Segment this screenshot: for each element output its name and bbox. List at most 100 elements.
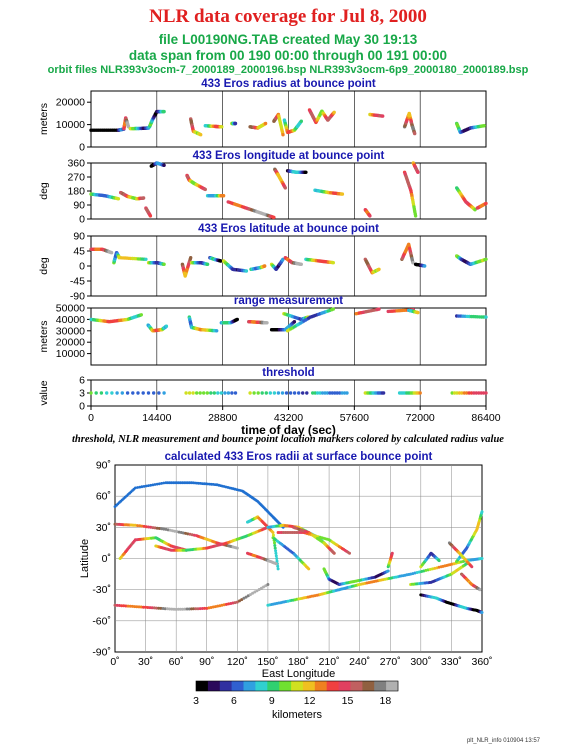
- map-track-marker: [176, 607, 180, 611]
- map-track-marker: [134, 486, 137, 490]
- y-tick-label: 270: [67, 172, 85, 184]
- range-panel-marker: [215, 329, 219, 333]
- colorbar-label: kilometers: [272, 709, 323, 721]
- map-track-marker: [136, 524, 140, 528]
- longitude-panel-marker: [116, 197, 121, 201]
- threshold-panel-marker: [338, 391, 342, 395]
- map-track-marker: [183, 607, 187, 611]
- map-x-tick-label: 210˚: [319, 656, 340, 668]
- colorbar-swatch: [386, 681, 399, 691]
- map-track-marker: [147, 484, 150, 487]
- threshold-panel-marker: [477, 391, 481, 395]
- map-track-marker: [274, 549, 278, 553]
- threshold-panel-marker: [105, 391, 109, 395]
- map-track-marker: [155, 526, 159, 530]
- threshold-panel-marker: [94, 391, 98, 395]
- map-track-marker: [276, 567, 280, 571]
- threshold-panel-marker: [226, 391, 231, 395]
- longitude-panel-marker: [340, 192, 345, 196]
- map-track-marker: [437, 559, 441, 563]
- map-y-tick-label: -60˚: [92, 615, 111, 627]
- threshold-panel-marker: [230, 391, 234, 395]
- x-tick-label: 57600: [340, 412, 369, 424]
- longitude-panel-marker: [203, 187, 207, 192]
- threshold-panel-marker: [301, 391, 305, 395]
- threshold-panel-marker: [465, 391, 469, 395]
- threshold-panel-marker: [333, 391, 337, 395]
- colorbar-swatch: [219, 681, 233, 691]
- map-track-marker: [141, 605, 145, 609]
- map-track-marker: [146, 606, 150, 609]
- map-track-marker: [162, 481, 166, 485]
- colorbar-swatch: [243, 681, 256, 691]
- colorbar-swatch: [302, 681, 316, 691]
- threshold-panel-marker: [460, 391, 464, 395]
- map-track-marker: [157, 606, 161, 610]
- colorbar-tick-label: 18: [380, 695, 392, 707]
- threshold-panel-marker: [479, 391, 483, 395]
- map-track-marker: [163, 607, 167, 611]
- y-tick-label: 20000: [56, 97, 85, 109]
- map-track-marker: [139, 605, 143, 609]
- map-track-marker: [470, 565, 474, 569]
- colorbar-swatch: [362, 681, 375, 691]
- threshold-panel-marker: [323, 391, 327, 395]
- map-track-marker: [142, 485, 146, 488]
- map-x-tick-label: 270˚: [380, 656, 401, 668]
- map-track-marker: [257, 588, 261, 591]
- threshold-panel-title: threshold: [262, 367, 314, 379]
- x-tick-label: 14400: [142, 412, 171, 424]
- x-tick-label: 72000: [406, 412, 435, 424]
- map-track-marker: [198, 607, 202, 611]
- threshold-panel-marker: [292, 391, 297, 395]
- y-tick-label: -90: [70, 291, 85, 303]
- radius-panel: 433 Eros radius at bounce point 0 10000 200…: [38, 78, 487, 154]
- threshold-panel-marker: [335, 391, 339, 395]
- y-tick-label: 0: [79, 401, 85, 413]
- latitude-panel-marker: [162, 262, 166, 266]
- map-track-marker: [144, 484, 148, 488]
- threshold-panel-marker: [202, 391, 206, 395]
- map-x-tick-label: 240˚: [349, 656, 370, 668]
- range-panel-marker: [484, 315, 488, 319]
- colorbar-swatch: [279, 681, 292, 691]
- threshold-panel-marker: [248, 391, 252, 395]
- map-track-marker: [144, 605, 148, 609]
- radius-panel-marker: [299, 119, 303, 123]
- map-track-marker: [248, 593, 252, 597]
- colorbar-swatch: [291, 681, 304, 691]
- map-track-marker: [179, 607, 182, 611]
- map-x-tick-label: 180˚: [288, 656, 309, 668]
- longitude-panel-marker: [148, 214, 153, 218]
- threshold-panel-marker: [191, 391, 195, 395]
- file-info: file L00190NG.TAB created May 30 19:13: [158, 32, 418, 47]
- range-panel-marker: [292, 320, 297, 324]
- map-track-marker: [147, 525, 150, 529]
- threshold-panel-marker: [418, 391, 422, 395]
- threshold-panel-marker: [157, 391, 161, 395]
- map-x-tick-label: 0˚: [110, 656, 119, 668]
- threshold-panel-marker: [340, 391, 344, 395]
- radius-panel-marker: [162, 109, 166, 114]
- threshold-panel: threshold 036 value 0 14400 28800 43200 57600 72…: [38, 367, 501, 437]
- colorbar-tick-label: 6: [231, 695, 237, 707]
- latitude-panel-marker: [244, 269, 249, 273]
- map-track-marker: [140, 485, 144, 489]
- y-tick-label: -45: [70, 276, 85, 288]
- map-track-marker: [273, 546, 277, 550]
- threshold-panel-marker: [381, 391, 386, 395]
- threshold-panel-marker: [233, 391, 238, 395]
- threshold-panel-marker: [115, 391, 119, 395]
- radius-panel-title: 433 Eros radius at bounce point: [201, 78, 376, 90]
- threshold-panel-marker: [297, 391, 301, 395]
- range-panel-marker: [265, 321, 269, 325]
- map-track-marker: [390, 551, 394, 555]
- map-track-marker: [238, 599, 241, 603]
- longitude-panel-marker: [221, 194, 226, 198]
- threshold-panel-marker: [212, 391, 216, 395]
- map-track-marker: [255, 589, 259, 593]
- map-x-tick-label: 30˚: [138, 656, 153, 668]
- map-track-marker: [144, 525, 148, 529]
- threshold-panel-marker: [162, 391, 166, 395]
- y-tick-label: 20000: [56, 337, 85, 349]
